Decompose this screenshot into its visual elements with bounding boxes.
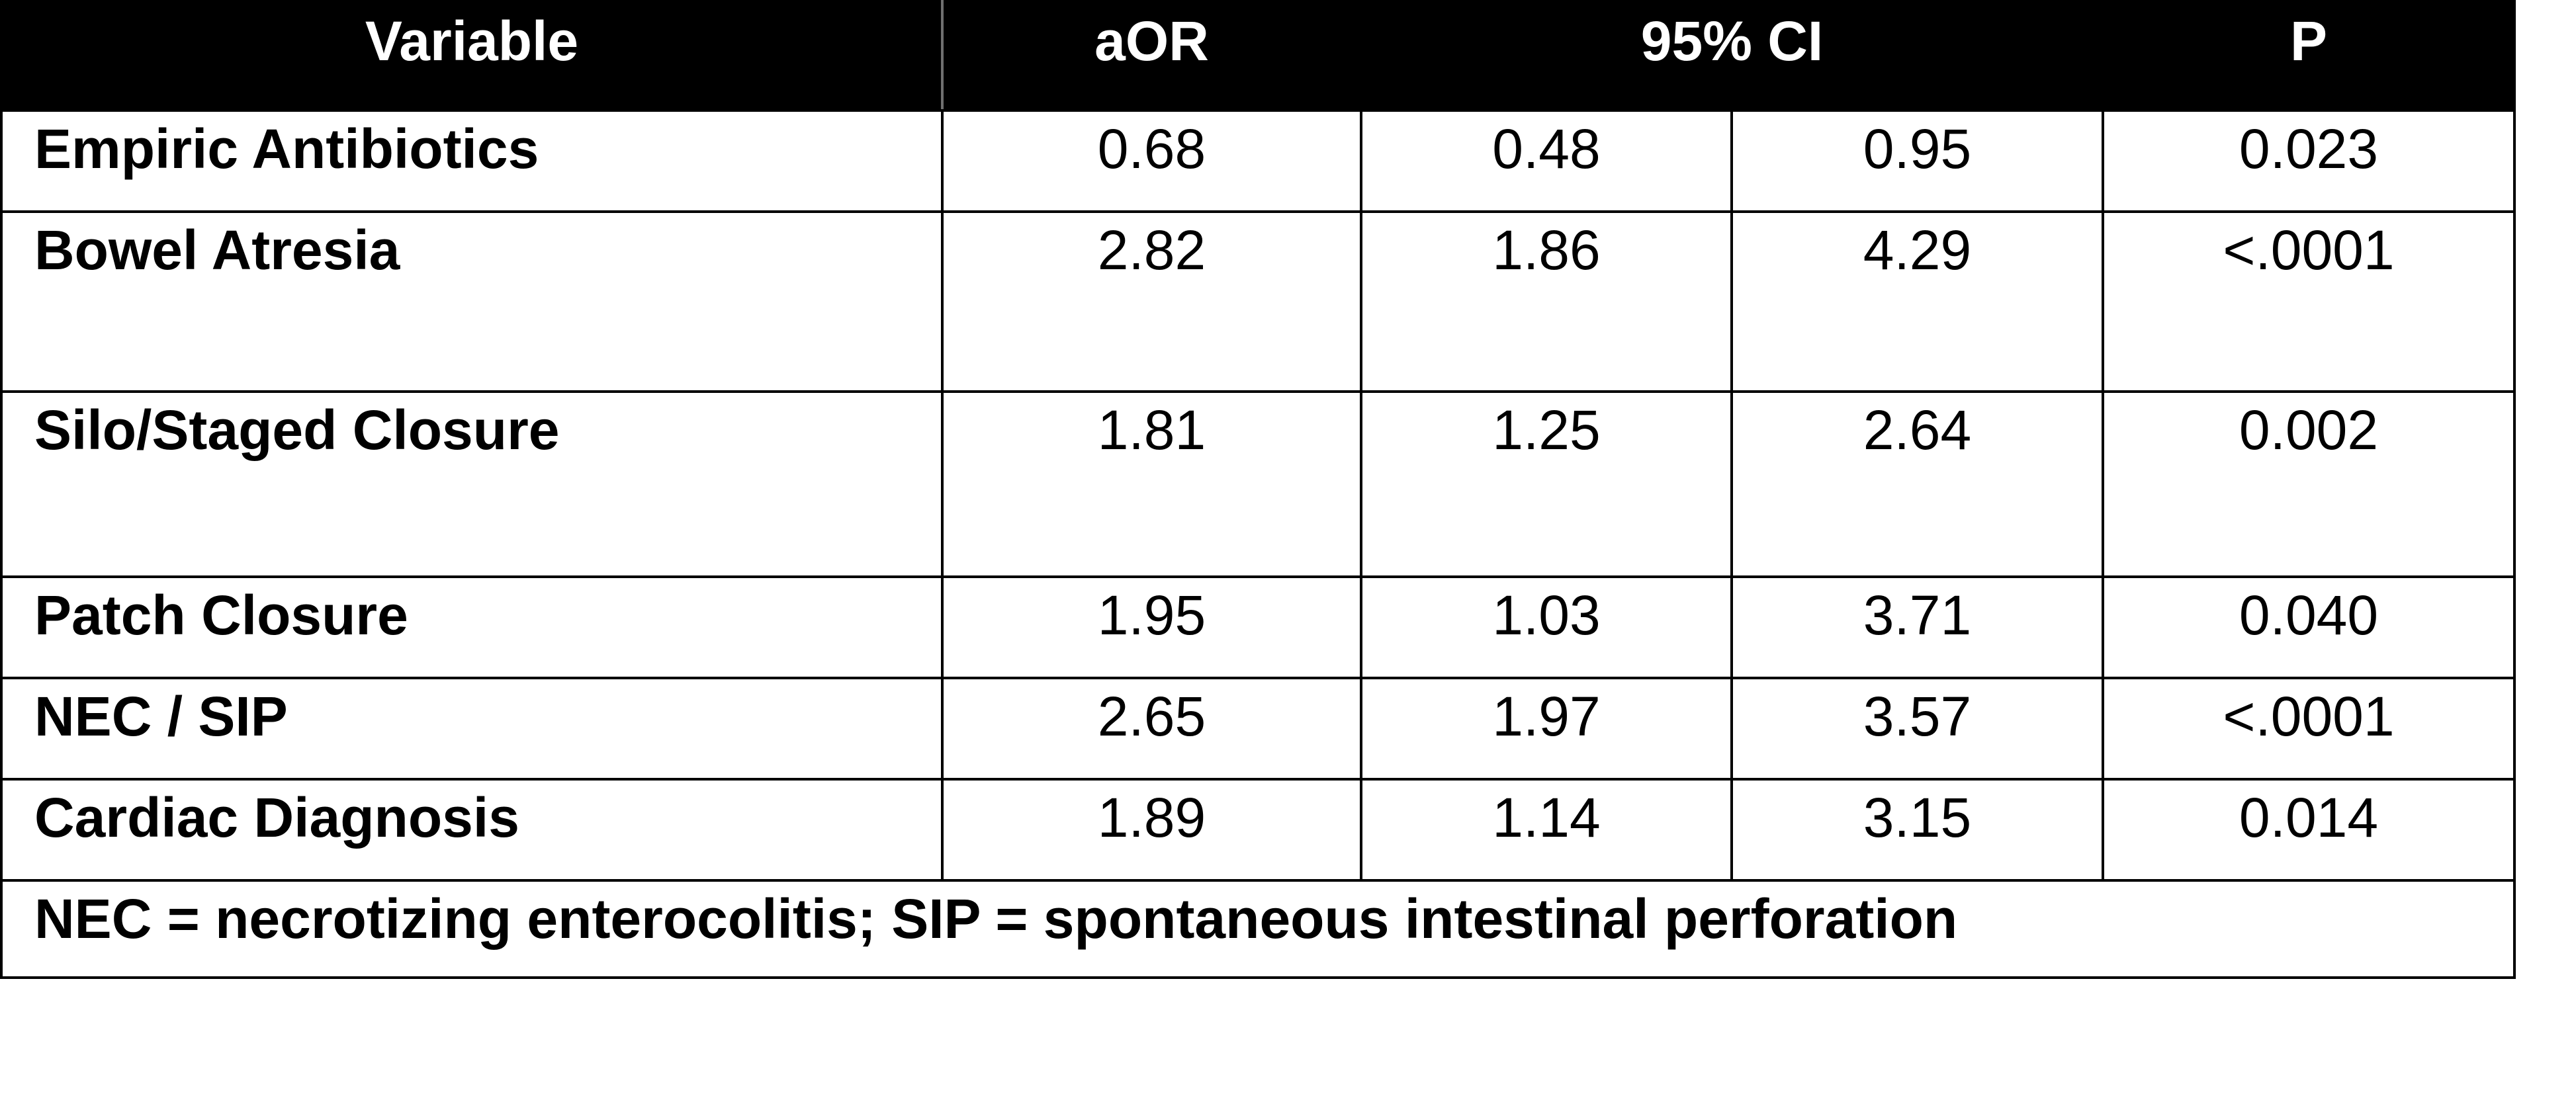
ci-high-cell: 3.57 [1730,677,2104,781]
p-value-cell: 0.002 [2102,390,2516,578]
table-row: Bowel Atresia 2.82 1.86 4.29 <.0001 [0,210,2516,393]
aor-cell: 2.82 [941,210,1362,393]
aor-cell: 1.89 [941,778,1362,882]
variable-cell: Cardiac Diagnosis [0,778,944,882]
results-table: Variable aOR 95% CI P Empiric Antibiotic… [0,0,2516,979]
ci-low-cell: 0.48 [1360,109,1733,213]
table-row: Cardiac Diagnosis 1.89 1.14 3.15 0.014 [0,778,2516,882]
ci-low-cell: 1.97 [1360,677,1733,781]
p-value-cell: 0.014 [2102,778,2516,882]
header-aor: aOR [941,0,1362,112]
header-95-ci: 95% CI [1360,0,2104,112]
p-value-cell: <.0001 [2102,677,2516,781]
aor-cell: 1.81 [941,390,1362,578]
aor-cell: 2.65 [941,677,1362,781]
variable-cell: Silo/Staged Closure [0,390,944,578]
variable-cell: Empiric Antibiotics [0,109,944,213]
footnote-row: NEC = necrotizing enterocolitis; SIP = s… [0,879,2516,979]
header-row: Variable aOR 95% CI P [0,0,2516,112]
header-p: P [2102,0,2516,112]
variable-cell: Patch Closure [0,575,944,679]
aor-cell: 0.68 [941,109,1362,213]
p-value-cell: 0.040 [2102,575,2516,679]
ci-low-cell: 1.25 [1360,390,1733,578]
table-footnote: NEC = necrotizing enterocolitis; SIP = s… [0,879,2516,979]
ci-low-cell: 1.03 [1360,575,1733,679]
p-value-cell: <.0001 [2102,210,2516,393]
ci-high-cell: 0.95 [1730,109,2104,213]
ci-high-cell: 3.71 [1730,575,2104,679]
table-row: Patch Closure 1.95 1.03 3.71 0.040 [0,575,2516,679]
variable-cell: NEC / SIP [0,677,944,781]
ci-high-cell: 2.64 [1730,390,2104,578]
variable-cell: Bowel Atresia [0,210,944,393]
table-row: Empiric Antibiotics 0.68 0.48 0.95 0.023 [0,109,2516,213]
ci-high-cell: 4.29 [1730,210,2104,393]
table-row: NEC / SIP 2.65 1.97 3.57 <.0001 [0,677,2516,781]
aor-cell: 1.95 [941,575,1362,679]
ci-low-cell: 1.14 [1360,778,1733,882]
ci-low-cell: 1.86 [1360,210,1733,393]
ci-high-cell: 3.15 [1730,778,2104,882]
table-row: Silo/Staged Closure 1.81 1.25 2.64 0.002 [0,390,2516,578]
p-value-cell: 0.023 [2102,109,2516,213]
header-variable: Variable [0,0,944,112]
